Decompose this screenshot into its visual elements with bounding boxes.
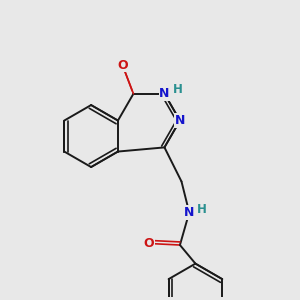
- Text: N: N: [184, 206, 194, 219]
- Text: O: O: [144, 237, 154, 250]
- Text: N: N: [159, 87, 170, 100]
- Text: H: H: [172, 82, 182, 96]
- Text: O: O: [117, 59, 128, 72]
- Text: N: N: [175, 114, 185, 127]
- Text: H: H: [197, 203, 207, 216]
